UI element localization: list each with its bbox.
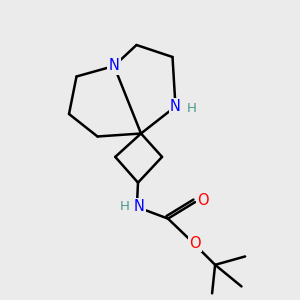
Text: O: O [189,236,201,251]
Text: H: H [187,101,197,115]
Text: H: H [120,200,130,213]
Text: O: O [197,193,209,208]
Text: N: N [109,58,119,74]
Text: N: N [134,199,144,214]
Text: N: N [170,99,181,114]
